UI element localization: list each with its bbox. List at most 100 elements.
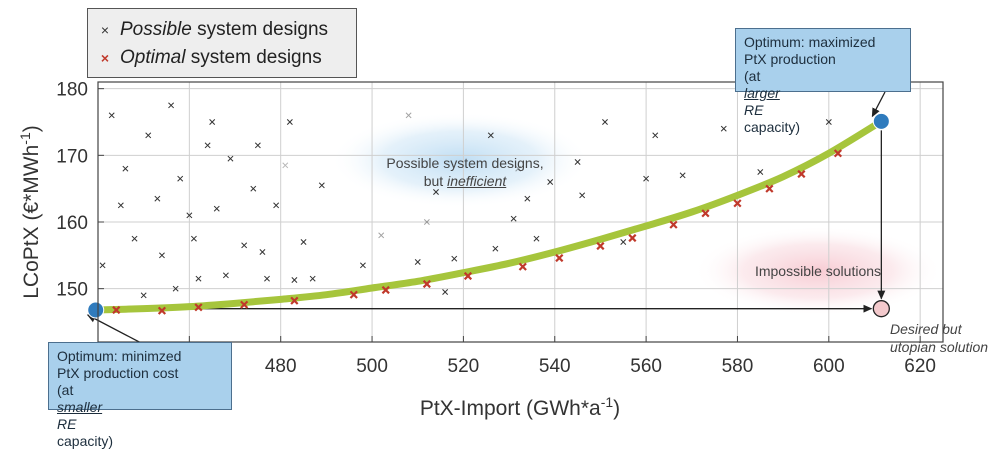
possible-design-point	[213, 205, 220, 212]
possible-design-point	[250, 185, 257, 192]
possible-design-point	[190, 235, 197, 242]
possible-design-point	[241, 242, 248, 249]
inefficient-region	[330, 112, 590, 208]
possible-design-point	[264, 275, 270, 282]
x-tick-label: 480	[265, 356, 297, 377]
pareto-front-curve	[92, 117, 885, 314]
possible-design-point	[154, 195, 161, 202]
possible-design-point	[117, 202, 124, 209]
possible-design-point	[414, 259, 421, 265]
possible-design-point	[602, 119, 608, 125]
legend-marker-optimal: ×	[100, 50, 110, 66]
possible-design-point	[204, 142, 211, 149]
possible-design-point	[291, 277, 298, 283]
possible-design-point	[273, 202, 280, 209]
arrows	[86, 91, 886, 346]
possible-design-point	[177, 175, 184, 182]
optimal-design-point	[833, 149, 843, 158]
optimal-design-point	[290, 296, 299, 305]
legend-label-possible: Possible system designs	[120, 19, 329, 40]
legend: × Possible system designs × Optimal syst…	[87, 8, 357, 78]
x-axis-title: PtX-Import (GWh*a-1)	[420, 394, 620, 420]
possible-design-point	[524, 195, 531, 202]
max-callout-pointer	[871, 91, 886, 118]
x-tick-label: 520	[448, 356, 480, 377]
impossible-region-label: Impossible solutions	[754, 263, 882, 279]
possible-design-point	[186, 212, 193, 219]
y-axis-title: LCoPtX (€*MWh-1)	[17, 125, 43, 299]
possible-design-point	[679, 172, 686, 179]
optimal-design-point	[733, 199, 742, 208]
possible-design-point	[108, 112, 115, 119]
possible-design-point	[451, 255, 458, 262]
possible-design-point	[825, 119, 832, 125]
possible-design-point	[131, 235, 138, 242]
y-tick-label: 180	[56, 80, 88, 101]
possible-design-point	[300, 239, 307, 245]
possible-design-point	[227, 155, 234, 162]
special-points	[87, 112, 890, 319]
possible-design-point	[487, 132, 494, 139]
optimal-design-point	[628, 233, 637, 243]
optimal-design-point	[349, 290, 358, 299]
possible-design-point	[757, 169, 764, 175]
possible-design-point	[195, 275, 202, 282]
possible-design-point	[579, 192, 586, 199]
possible-design-point	[99, 262, 106, 269]
possible-design-point	[122, 165, 129, 172]
possible-design-point	[720, 125, 727, 132]
possible-design-point	[547, 179, 554, 185]
y-axis: 150 160 170 180	[56, 80, 104, 301]
optimal-design-point	[463, 271, 473, 281]
optimal-design-point	[240, 300, 249, 309]
plot-frame	[97, 81, 944, 343]
optimal-design-point	[518, 262, 527, 271]
optimal-design-point	[797, 169, 806, 179]
x-tick-label: 560	[630, 356, 662, 377]
y-tick-label: 150	[56, 280, 88, 301]
min-callout-pointer	[86, 314, 146, 346]
legend-label-optimal: Optimal system designs	[120, 47, 322, 68]
optimal-design-point	[157, 306, 167, 315]
possible-design-point	[140, 292, 147, 299]
optimal-designs-series	[112, 149, 843, 315]
utopian-point	[872, 300, 890, 318]
max-production-callout: Optimum: maximized PtX production (at la…	[735, 28, 911, 135]
optimal-design-point	[381, 285, 390, 295]
grid	[98, 82, 943, 342]
legend-entry-possible: × Possible system designs	[98, 18, 328, 42]
optimal-design-point	[422, 279, 431, 289]
possible-designs-series	[99, 102, 887, 299]
possible-design-point	[286, 119, 293, 125]
possible-design-point	[643, 175, 650, 182]
x-tick-label: 580	[722, 356, 754, 377]
possible-design-point	[145, 132, 152, 139]
possible-design-point	[309, 275, 316, 282]
optimal-design-point	[555, 253, 564, 263]
y-tick-label: 170	[56, 146, 88, 167]
legend-marker-possible: ×	[100, 22, 110, 38]
possible-design-point	[510, 215, 517, 222]
chart: 460480500520540560580600620 150160170180…	[17, 80, 944, 420]
possible-design-point	[433, 189, 439, 195]
possible-design-point	[282, 162, 289, 169]
possible-design-point	[533, 235, 540, 242]
legend-entry-optimal: × Optimal system designs	[98, 46, 322, 70]
possible-design-point	[158, 252, 165, 259]
optimal-design-point	[765, 184, 774, 193]
possible-design-point	[209, 119, 216, 125]
possible-design-point	[574, 159, 581, 165]
possible-design-point	[318, 182, 325, 189]
utopian-point-label: Desired but utopian solution	[890, 321, 989, 355]
optimal-design-point	[596, 241, 605, 251]
possible-design-point	[652, 132, 659, 139]
optimal-design-point	[194, 303, 203, 312]
possible-design-point	[222, 272, 229, 279]
optimum-point	[872, 112, 890, 130]
possible-design-point	[442, 289, 449, 295]
possible-design-point	[359, 262, 366, 269]
possible-design-point	[423, 219, 430, 225]
possible-design-point	[378, 232, 385, 239]
possible-design-point	[620, 239, 627, 245]
x-tick-label: 620	[904, 356, 936, 377]
